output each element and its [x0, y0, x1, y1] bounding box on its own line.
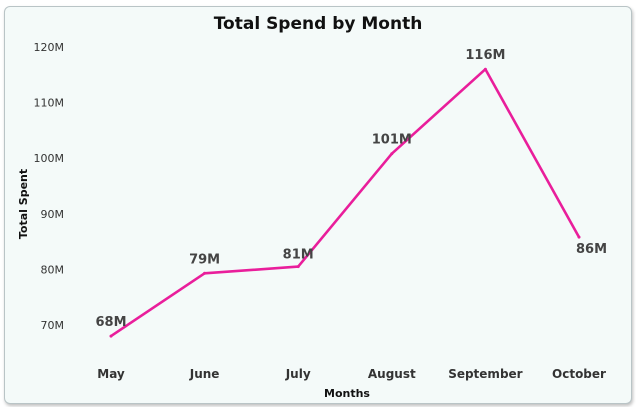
y-tick-label: 70M: [41, 319, 65, 332]
data-label: 68M: [95, 315, 126, 330]
data-label: 101M: [372, 133, 412, 148]
data-point: [390, 152, 394, 156]
data-point: [483, 67, 487, 71]
data-point: [109, 334, 113, 338]
y-tick-label: 90M: [41, 208, 65, 221]
x-axis-ticks: May June July August September October: [97, 367, 606, 381]
series-line-group: [109, 67, 581, 338]
y-axis-label: Total Spent: [17, 169, 30, 239]
series-line: [109, 67, 581, 338]
data-label: 79M: [189, 252, 220, 267]
x-tick-label: October: [552, 367, 606, 381]
x-tick-label: August: [368, 367, 416, 381]
y-tick-label: 110M: [34, 97, 65, 110]
chart-title: Total Spend by Month: [214, 14, 423, 34]
data-point: [577, 235, 581, 239]
data-labels: 68M 79M 81M 101M 116M 86M: [95, 48, 607, 330]
data-point: [296, 265, 300, 269]
x-tick-label: June: [189, 367, 220, 381]
y-axis-ticks: 70M 80M 90M 100M 110M 120M: [34, 41, 65, 332]
x-tick-label: September: [448, 367, 522, 381]
data-label: 86M: [576, 242, 607, 257]
data-label: 116M: [465, 48, 505, 63]
x-tick-label: July: [285, 367, 311, 381]
data-label: 81M: [283, 248, 314, 263]
x-axis-label: Months: [324, 387, 370, 400]
y-tick-label: 80M: [41, 263, 65, 276]
x-tick-label: May: [97, 367, 125, 381]
y-tick-label: 100M: [34, 152, 65, 165]
y-tick-label: 120M: [34, 41, 65, 54]
chart-card: [4, 6, 632, 404]
data-point: [203, 271, 207, 275]
